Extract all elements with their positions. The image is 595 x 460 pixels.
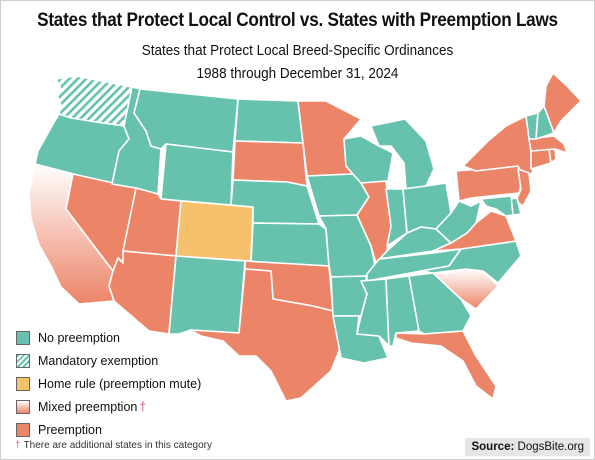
state-south-dakota xyxy=(232,140,308,187)
dagger-symbol: † xyxy=(139,399,147,414)
state-arizona xyxy=(108,250,177,335)
map-title: States that Protect Local Control vs. St… xyxy=(37,9,558,31)
state-new-mexico xyxy=(168,255,246,335)
source-credit: Source: DogsBite.org xyxy=(465,438,590,456)
state-colorado xyxy=(175,200,254,262)
state-massachusetts xyxy=(528,135,568,154)
state-kansas xyxy=(250,222,330,267)
legend-label: Mandatory exemption xyxy=(38,353,159,368)
legend-swatch xyxy=(16,399,30,414)
map-legend: No preemption Mandatory exemption Home rul… xyxy=(16,326,201,441)
state-north-dakota xyxy=(234,98,304,144)
footnote-text: There are additional states in this cate… xyxy=(23,440,212,451)
legend-swatch xyxy=(16,422,30,437)
state-new-jersey xyxy=(515,168,532,207)
state-wyoming xyxy=(160,143,234,206)
footnote: † There are additional states in this cat… xyxy=(15,440,212,451)
legend-label: No preemption xyxy=(38,330,120,345)
map-date-range: 1988 through December 31, 2024 xyxy=(196,65,399,82)
source-label: Source: xyxy=(471,441,515,453)
map-subtitle: States that Protect Local Breed-Specific… xyxy=(141,42,454,59)
source-value: DogsBite.org xyxy=(517,441,584,453)
legend-item-no-preemption: No preemption xyxy=(16,326,201,349)
state-louisiana xyxy=(332,315,389,364)
state-maine xyxy=(543,72,582,134)
state-rhode-island xyxy=(548,148,557,164)
legend-item-mixed: Mixed preemption † xyxy=(16,395,201,418)
state-texas xyxy=(190,268,342,402)
state-pennsylvania xyxy=(455,165,524,202)
legend-label: Home rule (preemption mute) xyxy=(38,376,202,391)
dagger-symbol: † xyxy=(15,440,21,451)
state-west-virginia xyxy=(435,200,482,244)
legend-label: Mixed preemption xyxy=(38,399,138,414)
state-connecticut xyxy=(530,148,552,170)
state-indiana xyxy=(385,188,408,247)
state-florida xyxy=(395,330,497,400)
legend-swatch xyxy=(16,376,30,391)
legend-item-preemption: Preemption xyxy=(16,418,201,441)
state-maryland xyxy=(480,195,514,217)
legend-item-home-rule: Home rule (preemption mute) xyxy=(16,372,201,395)
legend-item-mandatory-exemption: Mandatory exemption xyxy=(16,349,201,372)
legend-swatch xyxy=(16,330,30,345)
legend-label: Preemption xyxy=(38,422,102,437)
state-montana xyxy=(133,88,239,153)
legend-swatch xyxy=(16,353,30,368)
